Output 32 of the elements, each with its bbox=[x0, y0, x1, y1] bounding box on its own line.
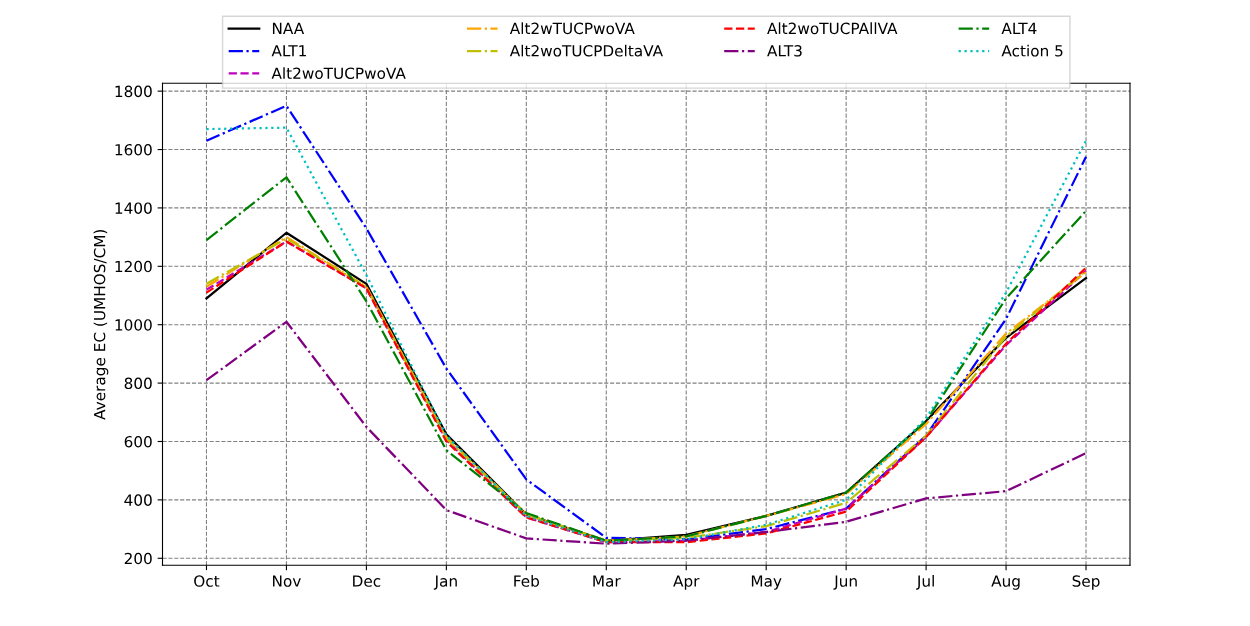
y-axis-title: Average EC (UMHOS/CM) bbox=[93, 229, 109, 420]
x-tick-label: Sep bbox=[1072, 575, 1100, 590]
x-tick-label: Oct bbox=[194, 575, 220, 587]
y-tick-label: 1000 bbox=[115, 319, 152, 331]
legend-label: ALT1 bbox=[271, 45, 306, 57]
legend-label: Alt2woTUCPDeltaVA bbox=[509, 44, 663, 57]
x-tick-label: Aug bbox=[991, 575, 1020, 590]
legend-label: NAA bbox=[272, 22, 305, 34]
x-tick-label: Mar bbox=[593, 575, 621, 587]
x-tick-label: Dec bbox=[353, 575, 381, 587]
legend-label: Action 5 bbox=[1001, 44, 1063, 57]
x-tick-label: May bbox=[751, 575, 782, 590]
y-tick-label: 400 bbox=[124, 494, 152, 506]
x-tick-label: Nov bbox=[273, 575, 301, 587]
y-tick-label: 1800 bbox=[115, 85, 152, 98]
y-tick-label: 800 bbox=[124, 377, 152, 390]
y-tick-label: 1200 bbox=[115, 260, 152, 273]
legend-label: Alt2woTUCPAllVA bbox=[767, 22, 898, 35]
legend-label: ALT3 bbox=[767, 45, 802, 57]
x-tick-label: Jan bbox=[433, 575, 457, 590]
x-tick-label: Jun bbox=[833, 575, 857, 590]
legend-label: Alt2woTUCPwoVA bbox=[271, 67, 406, 80]
x-tick-label: Jul bbox=[916, 575, 934, 590]
legend-label: ALT4 bbox=[1001, 22, 1037, 34]
y-tick-label: 1400 bbox=[115, 202, 152, 214]
y-tick-label: 600 bbox=[124, 435, 152, 448]
x-tick-label: Apr bbox=[673, 575, 700, 590]
line-series bbox=[205, 320, 1088, 545]
y-tick-label: 1600 bbox=[115, 144, 152, 156]
x-tick-label: Feb bbox=[514, 575, 539, 587]
y-tick-label: 200 bbox=[124, 552, 152, 565]
legend-label: Alt2wTUCPwoVA bbox=[509, 22, 635, 35]
